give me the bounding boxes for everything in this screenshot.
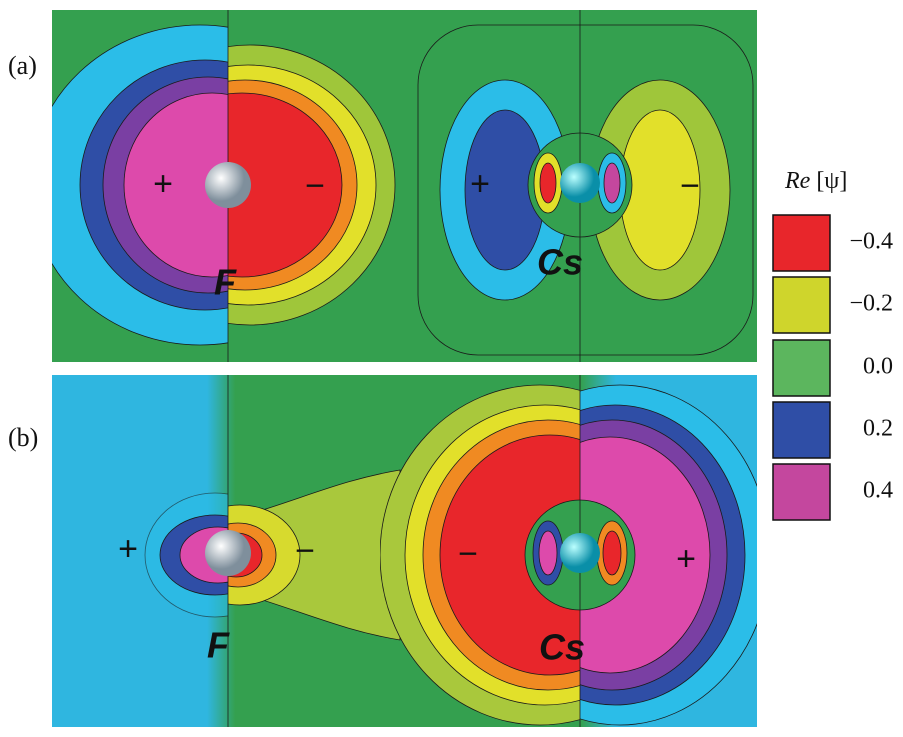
- sign: +: [676, 540, 696, 578]
- sign: −: [680, 167, 700, 205]
- panel-label: (b): [8, 423, 38, 452]
- panel-b: [52, 375, 770, 727]
- legend-label: −0.2: [849, 291, 893, 317]
- sign: +: [118, 530, 138, 568]
- sign: −: [295, 532, 315, 570]
- legend-swatch: [773, 402, 830, 458]
- atom-label: F: [214, 262, 237, 303]
- legend-title-rest: [ψ]: [816, 168, 847, 194]
- legend-label: −0.4: [849, 229, 893, 255]
- figure: (a) + − + − F Cs (b) + − − + F Cs Re [ψ]…: [0, 0, 903, 737]
- sign: −: [305, 167, 325, 205]
- sign: −: [458, 535, 478, 573]
- sign: +: [470, 165, 490, 203]
- atom-label: F: [207, 625, 230, 666]
- legend-label: 0.4: [863, 478, 893, 504]
- legend-title-italic: Re: [784, 168, 811, 194]
- panel-a: [30, 10, 757, 362]
- panel-label: (a): [8, 51, 37, 80]
- legend-swatch: [773, 277, 830, 333]
- legend-swatch: [773, 215, 830, 271]
- atom-label: Cs: [537, 242, 583, 283]
- legend-label: 0.0: [863, 354, 893, 380]
- legend-swatch: [773, 340, 830, 396]
- atom-label: Cs: [539, 627, 585, 668]
- legend-label: 0.2: [863, 416, 893, 442]
- sign: +: [153, 165, 173, 203]
- legend: −0.4 −0.2 0.0 0.2 0.4: [773, 215, 893, 520]
- legend-title: Re [ψ]: [784, 168, 847, 194]
- legend-swatch: [773, 464, 830, 520]
